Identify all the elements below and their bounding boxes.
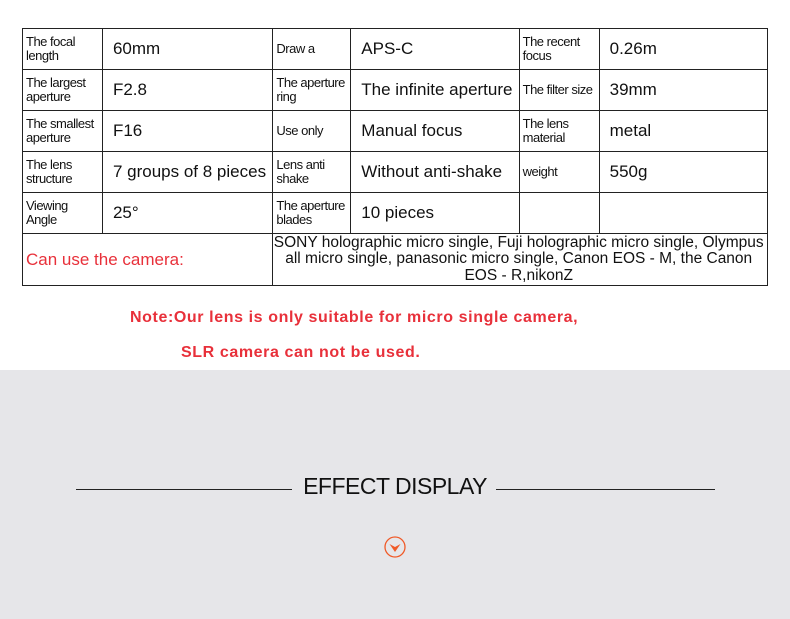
spec-table: The focal length 60mm Draw a APS-C The recen… bbox=[21, 28, 769, 286]
effect-section bbox=[0, 370, 790, 619]
spec-label: The focal length bbox=[22, 28, 103, 70]
camera-row: Can use the camera: SONY holographic mic… bbox=[21, 233, 768, 286]
spec-value: 550g bbox=[598, 151, 769, 193]
note-line-1: Note:Our lens is only suitable for micro… bbox=[130, 309, 579, 326]
section-title: EFFECT DISPLAY bbox=[303, 473, 487, 499]
spec-value: 25° bbox=[101, 192, 274, 234]
spec-value bbox=[598, 192, 769, 234]
spec-label: The aperture blades bbox=[272, 192, 352, 234]
spec-row: The largest aperture F2.8 The aperture rin… bbox=[22, 69, 769, 111]
divider-right bbox=[496, 489, 715, 490]
spec-label: The largest aperture bbox=[22, 69, 103, 111]
divider-left bbox=[76, 489, 292, 490]
spec-value: 60mm bbox=[101, 28, 274, 70]
spec-label: Use only bbox=[272, 110, 352, 152]
camera-label: Can use the camera: bbox=[21, 233, 274, 286]
spec-value: Without anti-shake bbox=[350, 151, 520, 193]
spec-row: Viewing Angle 25° The aperture blades 10 pi… bbox=[22, 192, 769, 234]
spec-value: APS-C bbox=[350, 28, 520, 70]
spec-label bbox=[518, 192, 600, 234]
spec-row: The lens structure 7 groups of 8 pieces Le… bbox=[22, 151, 769, 193]
spec-value: F2.8 bbox=[101, 69, 274, 111]
spec-value: 39mm bbox=[598, 69, 769, 111]
camera-list: SONY holographic micro single, Fuji holo… bbox=[272, 233, 768, 286]
spec-value: The infinite aperture bbox=[350, 69, 520, 111]
spec-value: Manual focus bbox=[350, 110, 520, 152]
chevron-down-circle-icon[interactable] bbox=[384, 536, 406, 558]
spec-label: Viewing Angle bbox=[22, 192, 103, 234]
spec-value: 0.26m bbox=[598, 28, 769, 70]
spec-label: Lens anti shake bbox=[272, 151, 352, 193]
spec-value: metal bbox=[598, 110, 769, 152]
spec-row: The focal length 60mm Draw a APS-C The recen… bbox=[22, 28, 769, 70]
spec-value: 7 groups of 8 pieces bbox=[101, 151, 274, 193]
spec-label: The lens material bbox=[518, 110, 600, 152]
spec-row: The smallest aperture F16 Use only Manual f… bbox=[22, 110, 769, 152]
spec-label: The smallest aperture bbox=[22, 110, 103, 152]
spec-label: weight bbox=[518, 151, 600, 193]
spec-label: The aperture ring bbox=[272, 69, 352, 111]
spec-label: The filter size bbox=[518, 69, 600, 111]
spec-label: Draw a bbox=[272, 28, 352, 70]
spec-label: The lens structure bbox=[22, 151, 103, 193]
spec-label: The recent focus bbox=[518, 28, 600, 70]
spec-value: 10 pieces bbox=[350, 192, 520, 234]
spec-value: F16 bbox=[101, 110, 274, 152]
note-line-2: SLR camera can not be used. bbox=[181, 344, 421, 361]
